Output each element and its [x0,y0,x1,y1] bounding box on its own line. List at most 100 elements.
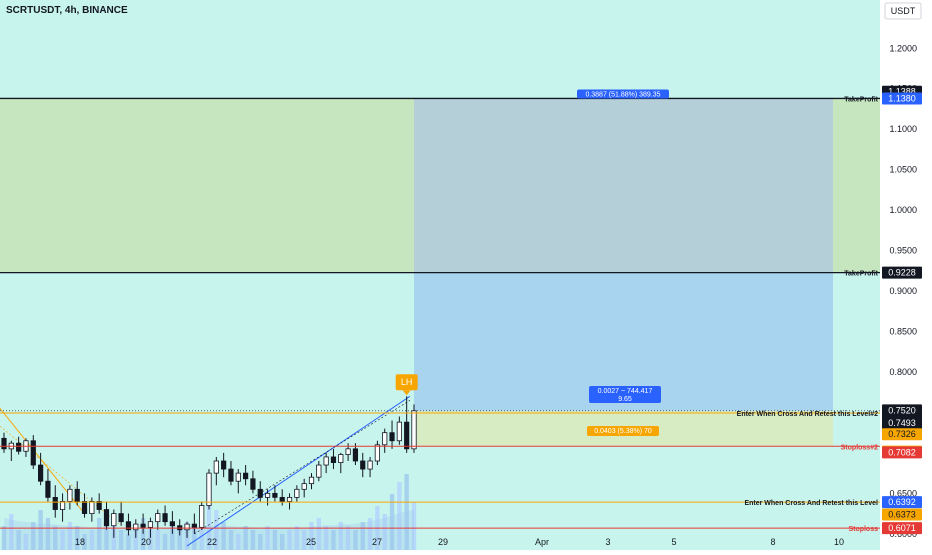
candle-body [81,501,88,514]
candle-body [96,501,102,510]
volume-bar [221,522,226,550]
volume-bar [31,522,36,550]
candle-body [147,521,154,528]
volume-bar [345,526,351,550]
profit-zone-target [414,98,833,273]
target-info-box [577,89,669,99]
entry-info-line: 0.0027 ~ 744.417 [598,388,653,395]
time-tick-label: Apr [535,537,549,547]
level-label: Stoploss#2 [841,444,878,451]
time-tick-label: 18 [75,537,85,547]
target-info-line: 0.3887 (51.88%) 389.35 [585,91,660,98]
currency-box[interactable] [884,2,922,20]
volume-bar [411,502,417,550]
level-label: Stoploss [848,526,878,533]
candle-body [264,492,271,498]
candle-body [140,523,146,528]
candle-body [111,513,117,527]
price-tick-label: 0.9000 [889,286,917,296]
lh-annotation-pointer [402,390,411,396]
price-tag-sl2: 0.7082 [888,447,916,457]
volume-bar [280,534,285,550]
volume-bar [287,530,292,550]
volume-bar [250,530,256,550]
price-tag-current-box [882,404,922,417]
volume-bar [338,522,343,550]
candle-body [199,505,205,528]
candle-body [286,496,293,502]
candle-body [169,521,175,527]
price-tag-tp1-box [882,92,922,105]
candle-body [404,421,410,450]
candle-body [308,476,315,485]
volume-bar [155,530,160,550]
volume-bar [9,514,14,550]
price-tag-enter2-box [882,417,922,430]
time-tick-label: 20 [141,537,151,547]
price-tag-enter1: 0.6392 [888,497,916,507]
volume-bar [111,526,117,550]
candle-body [301,483,307,490]
candle-body [221,460,227,470]
volume-bar [118,530,124,550]
candle-body [103,509,110,527]
volume-bar [140,518,146,550]
volume-bar [353,530,358,550]
candle-body [323,456,329,466]
volume-bar [60,530,65,550]
price-tag-sl2-box [882,446,922,459]
volume-bar [323,526,329,550]
candle-body [59,501,66,510]
candle-body [389,432,395,442]
price-tag-tp1: 1.1380 [888,93,916,103]
stop-info-box [587,426,659,436]
candle-body [257,488,263,498]
candle-body [30,440,36,466]
volume-bar [67,522,73,550]
candle-body [294,488,300,498]
candle-body [89,501,95,514]
volume-bar [126,534,131,550]
candle-body [243,472,249,480]
volume-bar [82,534,87,550]
price-tick-label: 1.1000 [889,124,917,134]
candle-body [52,496,58,510]
time-tick-label: 29 [438,537,448,547]
candle-body [67,488,73,502]
candle-body [38,464,44,482]
price-tag-sl1: 0.6071 [888,523,916,533]
volume-bar [177,530,182,550]
price-tag-0-7326: 0.7326 [888,429,916,439]
time-tick-label: 22 [207,537,217,547]
candle-body [411,410,417,450]
candle-body [374,444,380,462]
candle-body [191,523,197,528]
candle-body [235,472,241,482]
volume-bar [199,514,204,550]
volume-bar [389,494,395,550]
volume-bar [53,526,58,550]
volume-bar [75,526,80,550]
price-tag-current: 0.7520 [888,405,916,415]
candle-body [330,456,337,464]
volume-bar [89,530,95,550]
candle-body [16,442,22,452]
time-tick-label: 8 [770,537,775,547]
volume-bar [228,530,234,550]
stop-info-line: 0.0403 (5.38%) 70 [594,428,652,435]
level-label: Enter When Cross And Retest this Level [744,500,878,507]
price-tick-label: 0.8000 [889,367,917,377]
price-tick-label: 1.2000 [889,43,917,53]
price-tick-label: 0.8500 [889,327,917,337]
time-tick-label: 5 [671,537,676,547]
time-tick-label: 27 [372,537,382,547]
volume-bar [104,522,109,550]
volume-bar [258,534,263,550]
volume-bar [331,530,336,550]
price-tick-label: 1.0500 [889,165,917,175]
volume-bar [272,530,278,550]
volume-bar [162,534,168,550]
volume-bar [265,526,270,550]
